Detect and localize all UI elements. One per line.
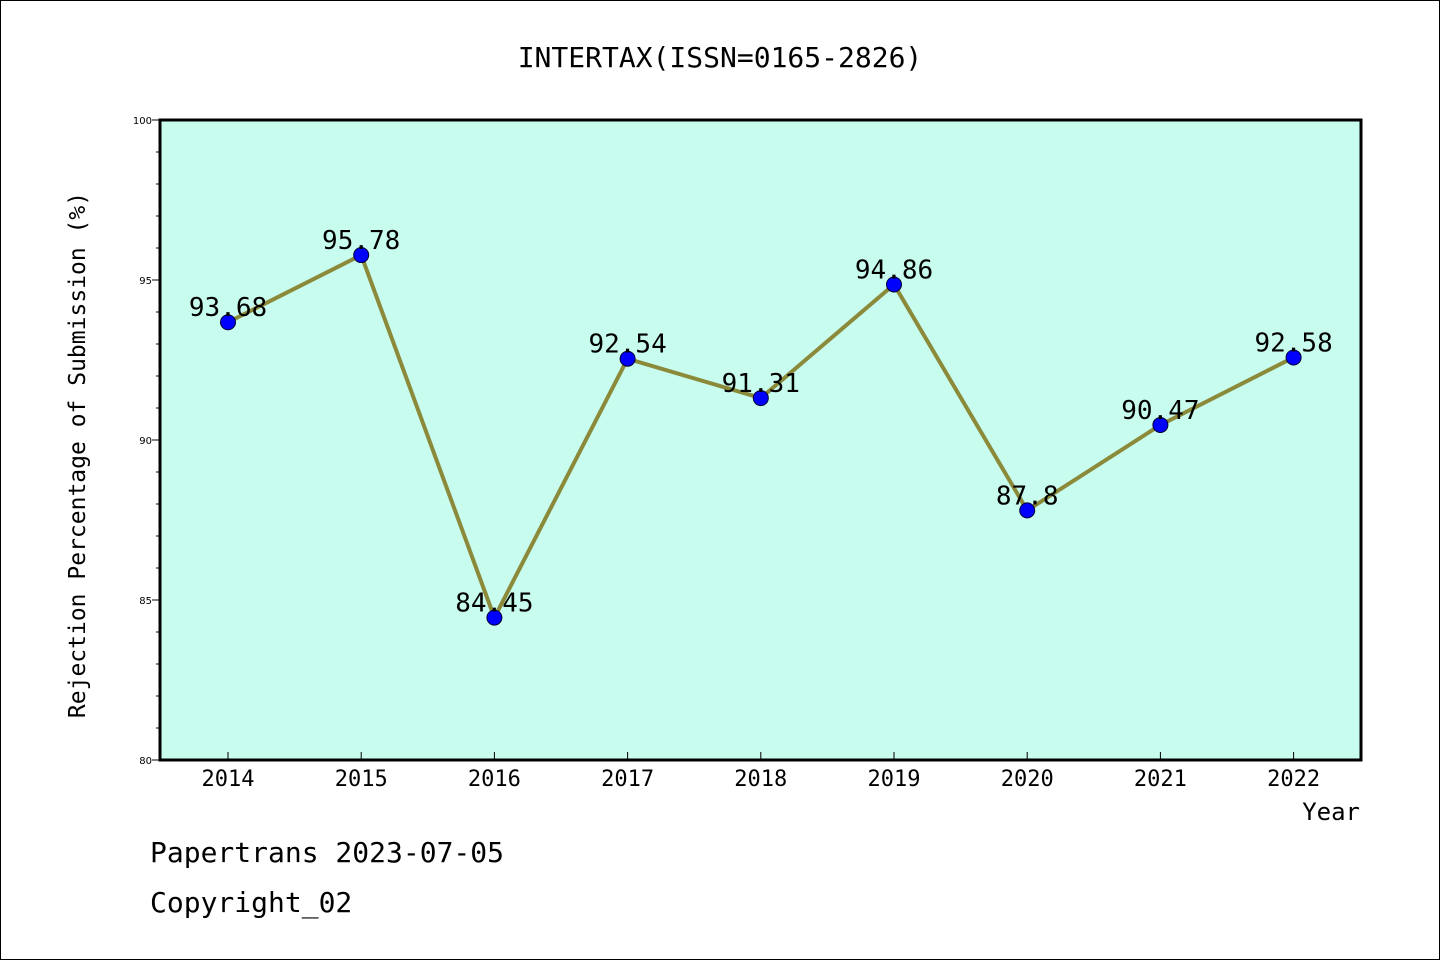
data-point: [486, 609, 503, 626]
x-tick-label: 2019: [868, 767, 921, 792]
chart-title: INTERTAX(ISSN=0165-2826): [518, 41, 923, 74]
data-point: [1285, 349, 1302, 366]
data-labels: 93.68 95.78 84.45 92.54 91.31 94.86 87.8 90.47 9…: [189, 226, 1333, 619]
data-point: [353, 247, 370, 264]
y-tick-label: 100: [133, 116, 152, 127]
data-label: 94.86: [855, 255, 933, 285]
data-point: [752, 390, 769, 407]
plot-border: [158, 118, 1363, 762]
y-axis-label: Rejection Percentage of Submission (%): [65, 192, 91, 718]
x-tick-label: 2014: [202, 767, 255, 792]
y-tick-label: 95: [139, 276, 152, 287]
axis-ticks: 80 85 90 95 100 2014 2015 2016 2017 2018 2019 2020 2…: [133, 116, 1320, 792]
x-tick-label: 2021: [1134, 767, 1187, 792]
x-axis-label: Year: [1302, 798, 1360, 826]
data-label: 92.54: [588, 330, 666, 360]
footer-copyright: Copyright_02: [150, 886, 353, 919]
data-label: 93.68: [189, 293, 267, 323]
data-label: 91.31: [722, 369, 800, 399]
data-label: 92.58: [1254, 328, 1332, 358]
data-label: 87.8: [996, 481, 1059, 511]
x-tick-label: 2020: [1001, 767, 1054, 792]
x-tick-label: 2017: [601, 767, 654, 792]
data-point: [1019, 502, 1036, 519]
data-point: [619, 350, 636, 367]
x-tick-label: 2015: [335, 767, 388, 792]
data-point: [220, 314, 236, 331]
data-label: 95.78: [322, 226, 400, 256]
plot-area: [160, 120, 1361, 760]
data-point: [1152, 416, 1169, 433]
x-tick-label: 2016: [468, 767, 521, 792]
x-tick-label: 2018: [734, 767, 787, 792]
data-point: [886, 276, 902, 293]
data-points: [220, 247, 1302, 626]
y-tick-label: 85: [139, 596, 152, 607]
footer-source: Papertrans 2023-07-05: [150, 836, 505, 869]
y-tick-label: 80: [139, 756, 152, 767]
data-label: 90.47: [1121, 396, 1199, 426]
y-tick-label: 90: [139, 436, 152, 447]
x-tick-label: 2022: [1267, 767, 1320, 792]
data-label: 84.45: [455, 589, 533, 619]
